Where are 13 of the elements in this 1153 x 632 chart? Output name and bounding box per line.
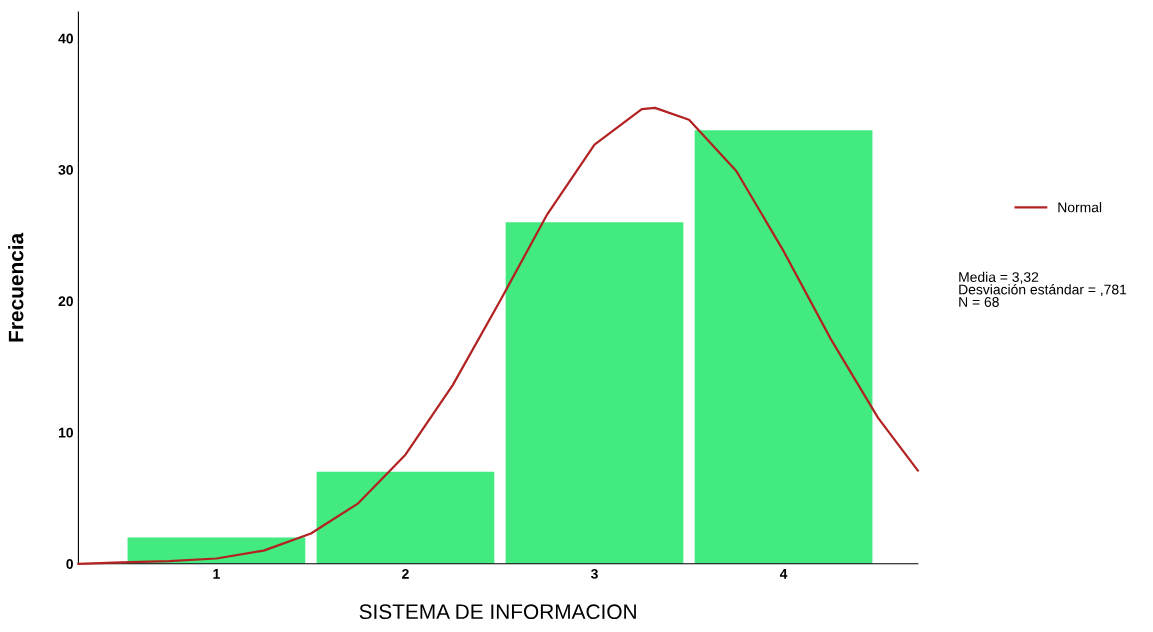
legend-label: Normal [1058, 202, 1102, 213]
x-tick-label: 2 [402, 568, 409, 579]
text: Media = 3,32 Desviación estándar = ,781 N = 68 [959, 271, 1127, 307]
y-tick-label: 10 [58, 427, 73, 438]
y-tick-label: 30 [58, 164, 73, 175]
x-tick-label: 3 [590, 568, 598, 579]
x-tick-label: 1 [213, 569, 220, 579]
y-tick-label: 0 [66, 559, 73, 569]
x-tick-label: 4 [779, 569, 788, 579]
x-axis-title: SISTEMA DE INFORMACION [359, 604, 636, 620]
y-tick-label: 20 [58, 296, 73, 307]
y-tick-label: 40 [58, 33, 73, 44]
y-axis-title: Frecuencia [8, 232, 24, 342]
